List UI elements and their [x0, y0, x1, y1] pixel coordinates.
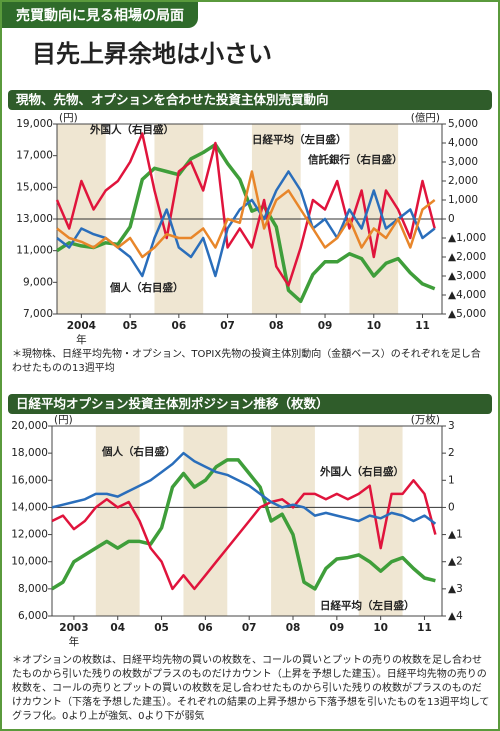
y-unit: (円) [54, 414, 73, 426]
x-tick-label: 09 [318, 320, 333, 332]
y-tick-label: 13,000 [16, 213, 53, 225]
y-tick-label: 18,000 [11, 447, 48, 459]
y2-tick-label: 5,000 [448, 118, 478, 130]
y2-tick-label: 1 [448, 474, 455, 486]
y2-tick-label: ▲4 [448, 610, 463, 622]
y2-tick-label: ▲3 [448, 583, 463, 595]
x-tick-label: 07 [220, 320, 235, 332]
chart-title: 日経平均オプション投資主体別ポジション推移（枚数） [8, 394, 492, 414]
chart: 6,000 8,000 10,000 12,000 14,000 16,000 18,000… [11, 414, 463, 648]
series-label: 信託銀行（右目盛） [308, 153, 403, 166]
y2-tick-label: 3,000 [448, 156, 478, 168]
series-line [56, 170, 436, 278]
y-tick-label: 10,000 [11, 556, 48, 568]
y-tick-label: 7,000 [23, 308, 53, 320]
x-tick-label: 04 [110, 622, 125, 634]
x-tick-label: 06 [198, 622, 213, 634]
header-tag: 売買動向に見る相場の局面 [2, 2, 198, 28]
series-line [55, 132, 436, 287]
header-title: 目先上昇余地は小さい [32, 40, 272, 68]
y2-tick-label: 0 [448, 501, 455, 513]
x-tick-label: 2003 [59, 622, 88, 634]
x-tick-label: 10 [366, 320, 381, 332]
y-tick-label: 8,000 [18, 583, 48, 595]
series-label: 個人（右目盛） [101, 445, 176, 458]
y-tick-label: 19,000 [16, 118, 53, 130]
y-tick-label: 11,000 [16, 245, 53, 257]
y2-tick-label: 1,000 [448, 194, 478, 206]
y-tick-label: 17,000 [16, 150, 53, 162]
x-tick-label: 2004 [67, 320, 96, 332]
y2-tick-label: ▲2 [448, 556, 463, 568]
year-band [183, 426, 228, 616]
chart-note: ＊現物株、日経平均先物・オプション、TOPIX先物の投資主体別動向（金額ベース）… [12, 349, 481, 374]
y2-tick-label: ▲4,000 [448, 289, 486, 301]
series-line [51, 458, 436, 591]
y2-unit: (万枚) [411, 414, 440, 426]
y2-unit: (億円) [411, 112, 440, 124]
y-unit: (円) [59, 112, 78, 124]
y-tick-label: 6,000 [18, 610, 48, 622]
x-tick-label: 05 [123, 320, 138, 332]
y2-tick-label: ▲5,000 [448, 308, 486, 320]
x-axis-label: 年 [69, 635, 80, 648]
x-tick-label: 09 [330, 622, 345, 634]
y2-tick-label: 0 [448, 213, 455, 225]
y2-tick-label: ▲2,000 [448, 251, 486, 263]
y2-tick-label: ▲1 [448, 529, 463, 541]
series-label: 日経平均（左目盛） [320, 599, 415, 612]
y-tick-label: 12,000 [11, 529, 48, 541]
y-tick-label: 20,000 [11, 420, 48, 432]
y-tick-label: 16,000 [11, 474, 48, 486]
y2-tick-label: 2,000 [448, 175, 478, 187]
year-band [271, 426, 315, 616]
chart: 7,000 9,000 11,000 13,000 15,000 17,000 19,000… [16, 112, 486, 346]
x-tick-label: 08 [269, 320, 284, 332]
y-tick-label: 15,000 [16, 181, 53, 193]
x-tick-label: 05 [154, 622, 169, 634]
x-tick-label: 11 [415, 320, 430, 332]
y2-tick-label: 4,000 [448, 137, 478, 149]
y2-tick-label: 3 [448, 420, 455, 432]
x-tick-label: 06 [172, 320, 187, 332]
y2-tick-label: ▲1,000 [448, 232, 486, 244]
chart-title: 現物、先物、オプションを合わせた投資主体別売買動向 [8, 90, 492, 110]
x-tick-label: 08 [286, 622, 301, 634]
year-band [358, 426, 403, 616]
series-label: 日経平均（左目盛） [252, 133, 347, 146]
chart-note: ＊オプションの枚数は、日経平均先物の買いの枚数を、コールの買いとプットの売りの枚… [12, 655, 490, 722]
year-band [95, 426, 140, 616]
series-label: 個人（右目盛） [109, 281, 184, 294]
x-tick-label: 11 [417, 622, 432, 634]
x-tick-label: 07 [242, 622, 257, 634]
x-tick-label: 10 [373, 622, 388, 634]
x-axis-label: 年 [76, 333, 87, 346]
series-line [51, 451, 437, 525]
y2-tick-label: ▲3,000 [448, 270, 486, 282]
series-line [56, 170, 436, 259]
series-label: 外国人（右目盛） [89, 123, 174, 136]
series-line [51, 479, 437, 591]
y-tick-label: 9,000 [23, 276, 53, 288]
y-tick-label: 14,000 [11, 501, 48, 513]
y2-tick-label: 2 [448, 447, 455, 459]
series-label: 外国人（右目盛） [319, 465, 404, 478]
